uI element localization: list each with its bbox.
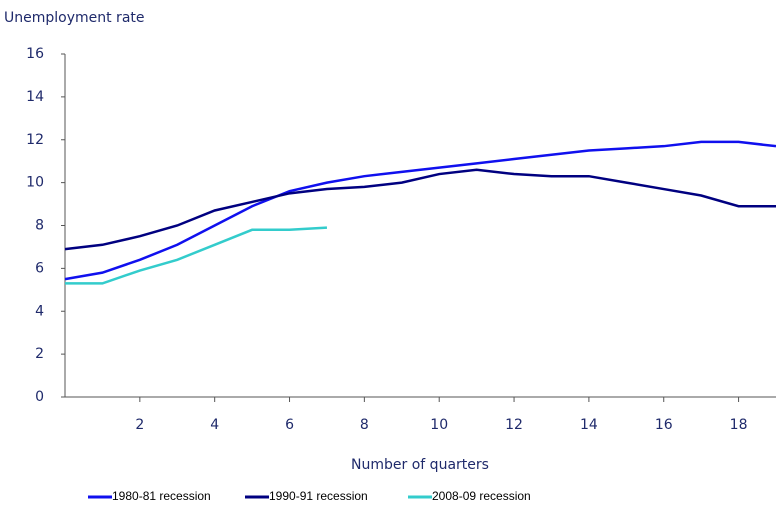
y-tick-label: 0: [35, 389, 44, 405]
series-line: [64, 168, 776, 251]
y-tick-label: 10: [26, 175, 44, 191]
x-axis-label: Number of quarters: [351, 457, 489, 473]
x-tick-label: 16: [655, 417, 673, 433]
legend-label: 2008-09 recession: [432, 489, 531, 503]
x-tick-label: 12: [505, 417, 523, 433]
y-tick-label: 6: [35, 260, 44, 276]
x-tick-label: 8: [360, 417, 369, 433]
legend-label: 1980-81 recession: [112, 489, 211, 503]
series-line: [65, 226, 328, 285]
x-tick-label: 6: [285, 417, 294, 433]
y-tick-label: 14: [26, 89, 44, 105]
x-tick-label: 2: [135, 417, 144, 433]
x-tick-label: 14: [580, 417, 598, 433]
x-tick-label: 10: [430, 417, 448, 433]
legend-label: 1990-91 recession: [269, 489, 368, 503]
x-tick-label: 18: [730, 417, 748, 433]
y-tick-label: 12: [26, 132, 44, 148]
series-line: [64, 140, 776, 281]
x-tick-label: 4: [210, 417, 219, 433]
y-tick-label: 2: [35, 346, 44, 362]
y-tick-label: 8: [35, 218, 44, 234]
y-tick-label: 4: [35, 303, 44, 319]
chart-title: Unemployment rate: [4, 10, 145, 26]
y-tick-label: 16: [26, 46, 44, 62]
